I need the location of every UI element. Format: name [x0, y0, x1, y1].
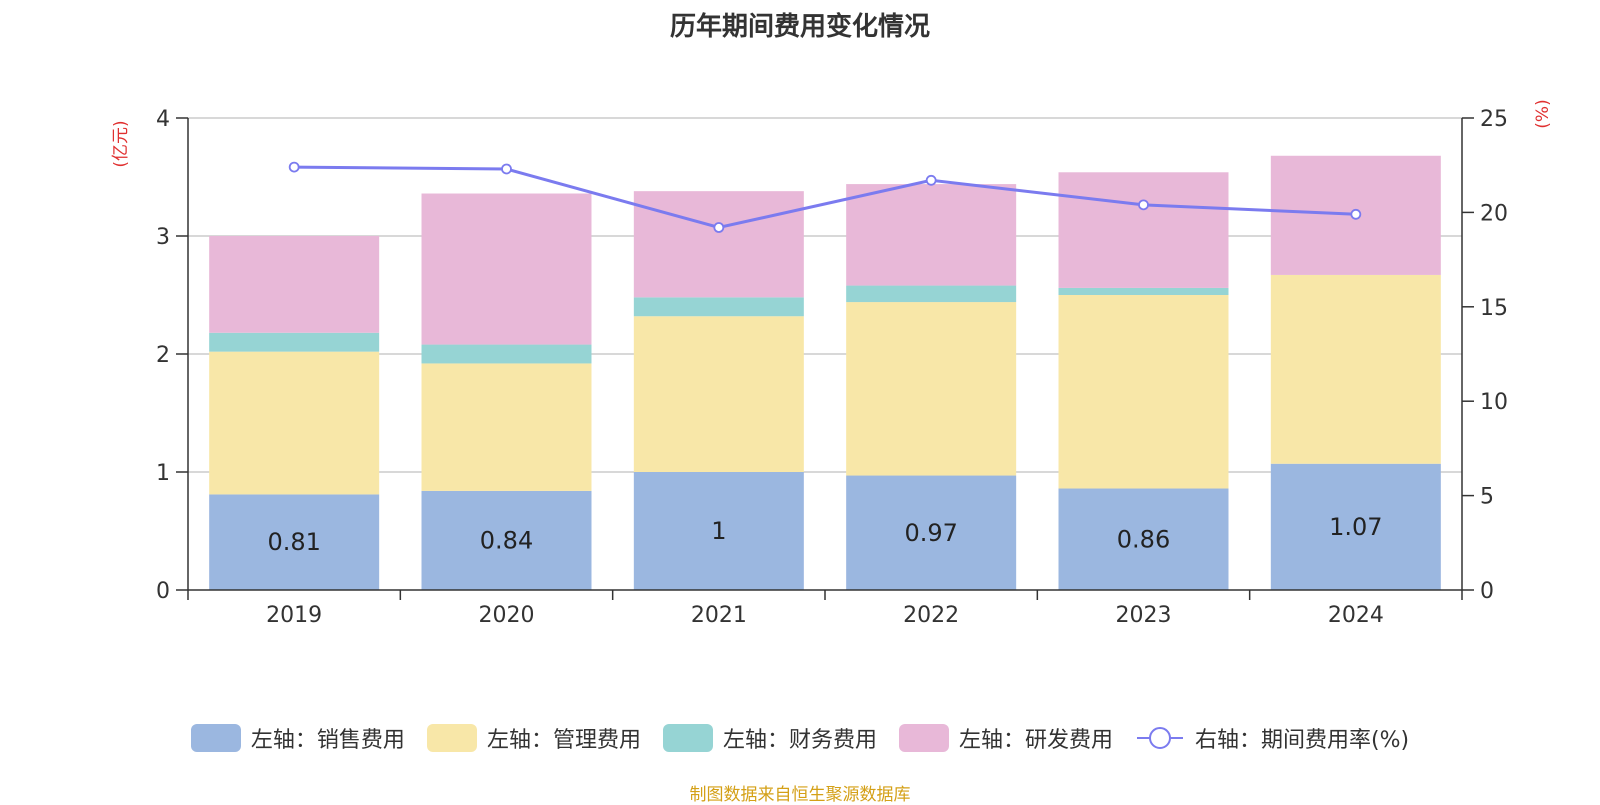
bar-segment-sales — [846, 475, 1017, 590]
legend-line-marker-icon — [1136, 727, 1183, 749]
legend-label-sales: 左轴：销售费用 — [250, 728, 405, 753]
y-right-tick-label: 0 — [1480, 579, 1494, 604]
bar-data-label: 1.07 — [1329, 513, 1382, 541]
chart-canvas: 0 1 2 3 4 0 5 10 15 20 25 (亿元) (%) 0.81 2019 0.84 2020 1 2… — [111, 99, 1553, 628]
y-left-tick-label: 3 — [156, 225, 170, 250]
legend-swatch-admin — [426, 724, 477, 752]
y-left-axis-label: (亿元) — [111, 120, 131, 167]
legend-swatch-rnd — [898, 724, 949, 752]
bar-segment-finance — [421, 344, 592, 364]
bar-segment-finance — [1058, 287, 1229, 295]
chart-title: 历年期间费用变化情况 — [669, 12, 930, 42]
data-source-note: 制图数据来自恒生聚源数据库 — [689, 785, 911, 805]
bar-segment-sales — [1270, 463, 1441, 590]
legend-item-expense-rate[interactable]: 右轴：期间费用率(%) — [1135, 722, 1409, 754]
x-tick-label: 2022 — [903, 603, 959, 628]
legend-item-rnd[interactable]: 左轴：研发费用 — [898, 722, 1113, 754]
legend-label-admin: 左轴：管理费用 — [486, 728, 641, 753]
legend-item-sales[interactable]: 左轴：销售费用 — [190, 722, 405, 754]
bar-segment-sales — [1058, 488, 1229, 590]
legend-item-admin[interactable]: 左轴：管理费用 — [426, 722, 641, 754]
bar-data-label: 1 — [711, 517, 726, 545]
legend-label-rnd: 左轴：研发费用 — [958, 728, 1113, 753]
y-right-tick-label: 10 — [1480, 390, 1508, 415]
y-left-tick-label: 2 — [156, 343, 170, 368]
y-right-tick-label: 5 — [1480, 485, 1494, 510]
x-tick-label: 2023 — [1116, 603, 1172, 628]
y-left-tick-label: 0 — [156, 579, 170, 604]
expense-rate-point — [925, 174, 937, 186]
bar-segment-admin — [1270, 274, 1441, 464]
bar-segment-admin — [421, 363, 592, 491]
expense-rate-point — [1138, 199, 1149, 211]
expense-rate-point — [1350, 208, 1362, 220]
bar-segment-sales — [209, 494, 380, 590]
legend-swatch-finance — [662, 724, 713, 752]
bar-segment-admin — [209, 351, 380, 495]
expense-rate-point — [713, 222, 725, 233]
bar-data-label: 0.81 — [267, 528, 320, 556]
x-tick-label: 2021 — [691, 603, 747, 628]
bar-segment-rnd — [633, 191, 804, 298]
bar-segment-admin — [633, 316, 804, 472]
bar-segment-finance — [633, 297, 804, 317]
legend-label-finance: 左轴：财务费用 — [722, 728, 877, 753]
y-left-tick-label: 4 — [156, 107, 170, 132]
bar-data-label: 0.86 — [1117, 525, 1170, 553]
bar-segment-finance — [209, 332, 380, 352]
legend-item-finance[interactable]: 左轴：财务费用 — [662, 722, 877, 754]
bar-segment-rnd — [421, 193, 592, 345]
legend-label-expense-rate: 右轴：期间费用率(%) — [1194, 728, 1410, 753]
y-right-tick-label: 15 — [1480, 296, 1508, 321]
expense-rate-point — [288, 161, 300, 173]
bar-segment-finance — [846, 285, 1017, 303]
legend-swatch-sales — [190, 724, 241, 752]
y-right-tick-label: 25 — [1480, 107, 1508, 132]
bar-segment-rnd — [846, 184, 1017, 286]
x-tick-label: 2020 — [479, 603, 535, 628]
bar-segment-admin — [1058, 295, 1229, 489]
x-tick-label: 2019 — [266, 603, 322, 628]
expense-rate-line — [294, 165, 1356, 230]
bar-segment-rnd — [1058, 172, 1229, 288]
bar-segment-sales — [633, 472, 804, 590]
y-right-tick-label: 20 — [1480, 201, 1508, 226]
y-left-tick-label: 1 — [156, 461, 170, 486]
bar-segment-rnd — [209, 236, 380, 333]
chart-legend: 左轴：销售费用 左轴：管理费用 左轴：财务费用 左轴：研发费用 右轴：期间费用率… — [0, 722, 1600, 754]
expense-rate-point — [501, 163, 512, 175]
bar-data-label: 0.84 — [480, 526, 533, 554]
bar-data-label: 0.97 — [904, 519, 957, 547]
x-tick-label: 2024 — [1328, 603, 1384, 628]
bar-segment-admin — [846, 302, 1017, 476]
y-right-axis-label: (%) — [1533, 99, 1553, 128]
bar-segment-sales — [421, 490, 592, 590]
